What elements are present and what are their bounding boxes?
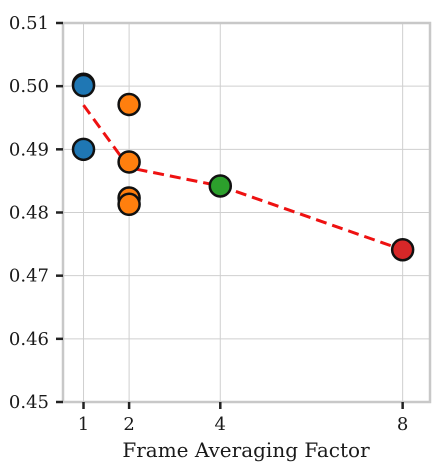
y-tick-label: 0.50	[9, 76, 49, 97]
x-tick-label: 4	[215, 414, 226, 435]
scatter-point-s2-0	[208, 174, 233, 198]
y-tick-label: 0.51	[9, 13, 49, 34]
trend-line-group	[82, 104, 404, 252]
x-axis-label: Frame Averaging Factor	[122, 438, 370, 462]
scatter-point-s0-1	[71, 73, 96, 98]
x-tick-label: 1	[78, 414, 89, 435]
x-tick-label: 2	[123, 414, 134, 435]
y-tick-label: 0.49	[9, 139, 49, 160]
data-points	[71, 72, 415, 262]
scatter-point-s0-2	[71, 137, 96, 162]
ticks: 0.45 0.46 0.47 0.48 0.49 0.50 0.51 1 2 4 8	[9, 13, 408, 435]
y-tick-label: 0.46	[9, 329, 49, 350]
scatter-point-s1-0	[117, 92, 141, 117]
scatter-point-s1-3	[117, 192, 141, 217]
x-tick-label: 8	[397, 414, 408, 435]
scatter-point-s1-1	[117, 150, 141, 174]
y-tick-label: 0.45	[9, 392, 49, 413]
y-tick-label: 0.48	[9, 203, 49, 224]
y-tick-label: 0.47	[9, 266, 49, 287]
trend-line	[82, 104, 404, 252]
grid	[63, 22, 430, 403]
scatter-point-s3-0	[390, 238, 415, 262]
